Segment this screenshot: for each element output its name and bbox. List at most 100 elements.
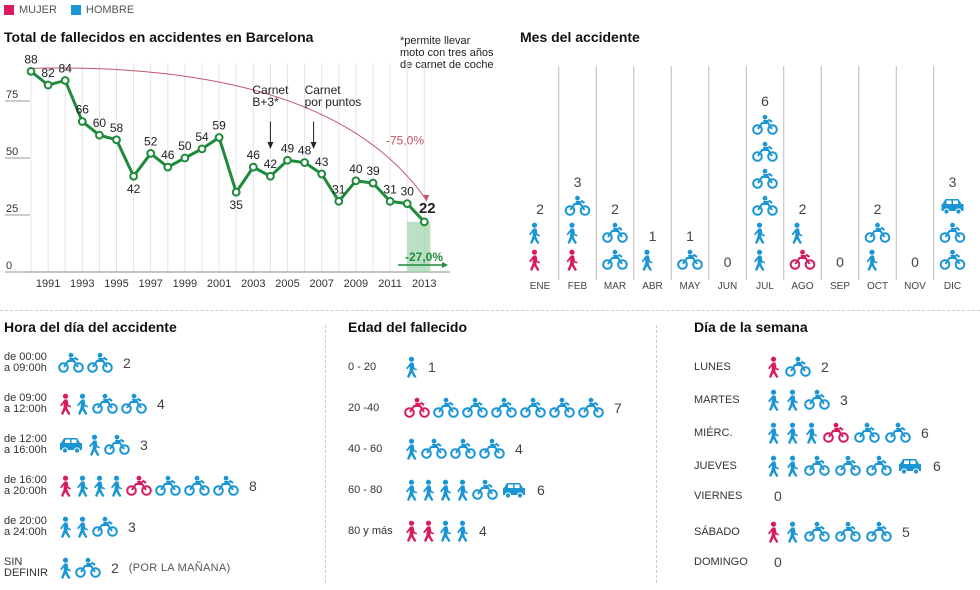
pedestrian-icon: [866, 249, 878, 271]
pedestrian-icon: [787, 455, 798, 477]
motorcycle-icon: [866, 455, 892, 476]
row-count: 3: [128, 519, 136, 535]
month-chart-title: Mes del accidente: [520, 29, 640, 45]
month-value: 2: [874, 201, 882, 217]
pedestrian-icon: [406, 479, 417, 501]
motorcycle-icon: [155, 475, 181, 496]
pedestrian-icon: [787, 521, 798, 543]
pedestrian-icon: [754, 249, 765, 271]
row-icons: [404, 397, 606, 419]
data-label: 66: [76, 103, 90, 117]
row-icons: [404, 356, 420, 378]
month-value: 6: [761, 93, 769, 109]
pedestrian-icon: [60, 475, 71, 497]
row-icons: [404, 520, 471, 542]
month-icon: [791, 222, 803, 244]
y-tick-label: 0: [6, 260, 12, 272]
month-icon: [939, 249, 966, 270]
data-point: [180, 153, 190, 163]
change-arrowhead: [423, 194, 430, 202]
row-label: MIÉRC.: [694, 426, 733, 439]
motorcycle-icon: [939, 222, 966, 243]
x-tick-label: 2003: [241, 278, 265, 290]
month-label: NOV: [904, 281, 926, 292]
pedestrian-icon: [768, 422, 779, 444]
data-label: 31: [383, 182, 397, 196]
motorcycle-icon: [752, 195, 778, 216]
data-label: 59: [212, 118, 226, 132]
row-count: 0: [774, 488, 782, 504]
row-icons: [58, 352, 115, 374]
x-tick-label: 1997: [138, 278, 162, 290]
icon-row: de 09:00 a 12:00h 4: [4, 393, 165, 415]
month-label: JUN: [718, 281, 737, 292]
change-last-arrowhead: [442, 262, 448, 268]
row-icons: [404, 438, 507, 460]
pedestrian-icon: [423, 479, 434, 501]
row-icons: [58, 516, 120, 538]
data-label: 54: [195, 130, 209, 144]
motorcycle-icon: [479, 438, 505, 459]
month-value: 1: [686, 228, 694, 244]
motorcycle-icon: [404, 397, 430, 418]
icon-row: de 16:00 a 20:00h 8: [4, 475, 257, 497]
row-label: LUNES: [694, 360, 731, 373]
column-divider-2: [656, 325, 657, 583]
icon-row: 20 -40: [348, 397, 622, 419]
row-icons: [58, 475, 241, 497]
pedestrian-icon: [768, 389, 779, 411]
line-chart-title: Total de fallecidos en accidentes en Bar…: [4, 29, 314, 45]
motorcycle-icon: [213, 475, 239, 496]
pedestrian-icon: [406, 520, 417, 542]
motorcycle-icon: [885, 422, 911, 443]
month-icon: [529, 249, 540, 271]
motorcycle-icon: [804, 455, 830, 476]
data-point: [77, 117, 87, 126]
data-point: [197, 144, 207, 154]
data-point: [95, 130, 104, 140]
row-label: 0 - 20: [348, 360, 377, 373]
month-icon: [564, 195, 591, 216]
row-label: VIERNES: [694, 489, 743, 502]
icon-row: 40 - 60 4: [348, 438, 523, 460]
data-point: [419, 217, 429, 227]
icon-row: DOMINGO 0: [694, 554, 782, 570]
motorcycle-icon: [564, 195, 591, 216]
row-icons: [766, 422, 913, 444]
month-value: 2: [799, 201, 807, 217]
data-label: 22: [419, 200, 436, 217]
row-label: de 09:00 a 12:00h: [4, 392, 47, 415]
motorcycle-icon: [789, 249, 816, 270]
motorcycle-icon: [549, 397, 575, 418]
data-label: 52: [144, 134, 158, 148]
x-tick-label: 1999: [173, 278, 197, 290]
row-count: 4: [157, 396, 165, 412]
month-value: 2: [611, 201, 619, 217]
motorcycle-icon: [578, 397, 604, 418]
row-count: 5: [902, 524, 910, 540]
row-label: MARTES: [694, 393, 740, 406]
data-label: 42: [127, 182, 141, 196]
motorcycle-icon: [433, 397, 459, 418]
month-label: OCT: [867, 281, 888, 292]
motorcycle-icon: [92, 516, 118, 537]
pedestrian-icon: [406, 438, 417, 460]
pedestrian-icon: [457, 479, 468, 501]
month-icon: [641, 249, 653, 271]
pedestrian-icon: [566, 222, 578, 244]
month-icon: [677, 249, 703, 270]
line-chart: 0 25 50 75 1991 1993 1995 1997 1999 2001 2003 2005 2…: [5, 52, 450, 290]
data-point: [402, 199, 412, 209]
data-label: 40: [349, 162, 363, 176]
row-icons: [766, 389, 832, 411]
motorcycle-icon: [752, 168, 778, 189]
y-tick-label: 50: [6, 146, 18, 158]
data-label: 84: [59, 61, 73, 75]
row-count: 3: [840, 392, 848, 408]
day-title: Día de la semana: [694, 319, 808, 335]
month-label: JUL: [756, 281, 774, 292]
month-icon: [602, 222, 628, 243]
hour-title: Hora del día del accidente: [4, 319, 177, 335]
data-label: 39: [366, 164, 380, 178]
car-icon: [899, 459, 921, 475]
